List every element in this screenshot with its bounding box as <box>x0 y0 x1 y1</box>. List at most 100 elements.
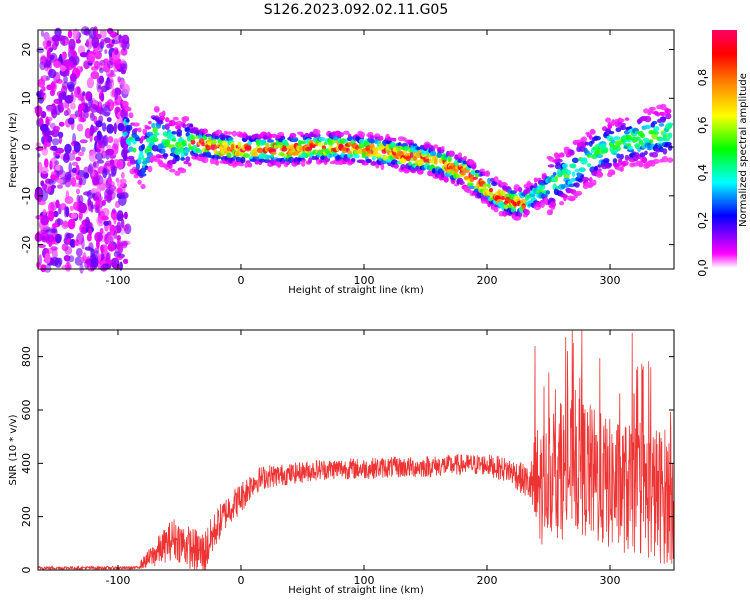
ridge-cell <box>138 153 145 160</box>
ridge-cell <box>656 112 660 117</box>
y-tick-label: 0 <box>20 567 33 574</box>
ridge-cell <box>369 135 375 140</box>
noise-cell <box>95 175 104 185</box>
ridge-cell <box>271 151 277 155</box>
ridge-cell <box>347 150 353 155</box>
ridge-cell <box>547 164 555 168</box>
ridge-cell <box>618 160 623 166</box>
ridge-cell <box>145 156 151 163</box>
noise-cell <box>94 207 100 214</box>
noise-cell <box>65 60 74 71</box>
ridge-cell <box>171 159 177 164</box>
ridge-cell <box>265 142 270 147</box>
ridge-cell <box>338 132 344 138</box>
ridge-cell <box>604 147 609 153</box>
noise-cell <box>86 51 95 64</box>
noise-cell <box>119 178 127 184</box>
spectrogram-x-label: Height of straight line (km) <box>288 285 424 296</box>
ridge-cell <box>639 152 646 158</box>
ridge-cell <box>547 177 552 183</box>
noise-cell <box>67 117 75 125</box>
ridge-cell <box>581 143 587 148</box>
noise-cell <box>86 77 94 89</box>
noise-cell <box>55 233 62 244</box>
noise-cell <box>98 196 104 201</box>
ridge-cell <box>649 106 657 111</box>
spectrogram-x-ticks: -100 0 100 200 300 <box>105 30 621 287</box>
ridge-cell <box>653 130 659 135</box>
ridge-cell <box>484 170 491 177</box>
x-tick-label: 300 <box>600 574 621 587</box>
y-tick-label: 0 <box>20 144 33 151</box>
noise-cell <box>48 210 55 222</box>
ridge-cell <box>556 158 563 163</box>
noise-cell <box>35 215 43 220</box>
ridge-cell <box>621 125 627 131</box>
ridge-cell <box>549 201 557 208</box>
noise-cell <box>96 130 102 141</box>
noise-cell <box>55 104 61 116</box>
noise-cell <box>78 195 84 205</box>
ridge-cell <box>127 107 132 112</box>
ridge-cell <box>582 176 590 182</box>
colorbar-label: Normalized spectral amplitude <box>738 73 749 227</box>
noise-cell <box>125 40 130 50</box>
ridge-cell <box>447 156 452 162</box>
ridge-cell <box>404 146 409 151</box>
noise-cell <box>48 68 57 79</box>
noise-cell <box>43 31 50 41</box>
ridge-cell <box>599 143 607 150</box>
noise-cell <box>95 120 103 128</box>
noise-cell <box>42 209 47 216</box>
ridge-cell <box>662 148 668 155</box>
ridge-cell <box>128 136 134 141</box>
noise-cell <box>51 138 60 146</box>
ridge-cell <box>190 139 196 145</box>
noise-cell <box>81 26 90 36</box>
ridge-cell <box>663 137 670 142</box>
noise-cell <box>40 123 49 133</box>
x-tick-label: 100 <box>353 574 374 587</box>
noise-cell <box>66 173 72 181</box>
noise-cell <box>90 188 98 194</box>
noise-cell <box>78 202 87 214</box>
ridge-cell <box>588 135 593 140</box>
noise-cell <box>104 49 108 54</box>
noise-cell <box>112 40 120 45</box>
noise-cell <box>111 165 117 175</box>
x-tick-label: 300 <box>600 274 621 287</box>
noise-cell <box>121 171 125 179</box>
noise-cell <box>41 166 49 175</box>
ridge-cell <box>294 137 299 142</box>
noise-cell <box>67 29 73 39</box>
noise-cell <box>106 234 115 245</box>
ridge-cell <box>132 122 140 127</box>
ridge-cell <box>405 155 412 162</box>
ridge-cell <box>215 159 220 166</box>
ridge-cell <box>339 138 346 145</box>
ridge-cell <box>350 157 356 163</box>
ridge-cell <box>365 153 373 157</box>
y-tick-label: 400 <box>20 453 33 474</box>
ridge-cell <box>128 112 134 119</box>
noise-cell <box>94 231 103 243</box>
snr-y-label: SNR (10 * v/v) <box>8 414 19 485</box>
noise-cell <box>105 148 115 156</box>
noise-cell <box>90 71 100 80</box>
noise-cell <box>121 191 129 199</box>
ridge-cell <box>123 131 128 137</box>
ridge-cell <box>396 145 403 151</box>
noise-cell <box>50 184 57 189</box>
ridge-cell <box>524 209 530 216</box>
ridge-cell <box>610 139 616 144</box>
noise-cell <box>70 212 78 219</box>
noise-cell <box>101 111 111 117</box>
ridge-cell <box>280 152 285 157</box>
ridge-cell <box>467 181 474 187</box>
noise-cell <box>70 102 76 110</box>
noise-cell <box>108 177 113 184</box>
ridge-cell <box>194 153 199 157</box>
ridge-cell <box>380 163 385 171</box>
